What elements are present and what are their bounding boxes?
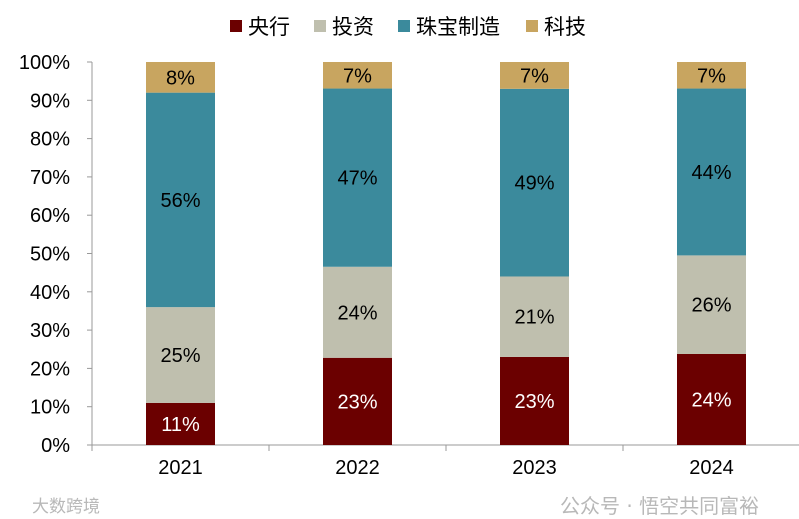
y-tick-label: 60% xyxy=(30,205,70,227)
bar-segment xyxy=(146,307,215,403)
legend-swatch xyxy=(314,20,326,32)
bar-segment xyxy=(677,255,746,354)
y-tick-label: 80% xyxy=(30,129,70,151)
data-label: 21% xyxy=(514,307,554,329)
y-tick-label: 0% xyxy=(41,435,70,457)
legend-label: 科技 xyxy=(544,15,586,39)
data-label: 24% xyxy=(691,389,731,411)
bar-segment xyxy=(146,62,215,93)
legend-swatch xyxy=(526,20,538,32)
data-label: 56% xyxy=(160,190,200,212)
bar-segment xyxy=(323,88,392,267)
legend-label: 投资 xyxy=(332,15,374,39)
data-label: 7% xyxy=(520,65,549,87)
data-label: 25% xyxy=(160,345,200,367)
data-label: 24% xyxy=(337,302,377,324)
legend-label: 珠宝制造 xyxy=(416,15,500,39)
y-tick-label: 10% xyxy=(30,397,70,419)
bar-segment xyxy=(500,88,569,277)
bar-segment xyxy=(323,62,392,89)
watermark-right: 公众号 · 悟空共同富裕 xyxy=(560,494,760,518)
bar-segment xyxy=(677,62,746,89)
bar-segment xyxy=(146,92,215,308)
bar-segment xyxy=(677,353,746,445)
y-tick-label: 40% xyxy=(30,282,70,304)
y-tick-label: 50% xyxy=(30,244,70,266)
data-label: 49% xyxy=(514,173,554,195)
x-tick-label: 2022 xyxy=(335,457,380,479)
watermark-left: 大数跨境 xyxy=(32,497,100,517)
data-label: 8% xyxy=(166,67,195,89)
bar-segment xyxy=(500,62,569,89)
legend-swatch xyxy=(398,20,410,32)
legend-label: 央行 xyxy=(248,15,290,39)
data-label: 7% xyxy=(343,65,372,87)
bar-segment xyxy=(500,356,569,445)
data-label: 23% xyxy=(337,391,377,413)
y-tick-label: 100% xyxy=(19,52,70,74)
y-tick-label: 70% xyxy=(30,167,70,189)
bar-segment xyxy=(146,402,215,445)
data-label: 44% xyxy=(691,162,731,184)
data-label: 7% xyxy=(697,65,726,87)
data-label: 26% xyxy=(691,295,731,317)
legend-swatch xyxy=(230,20,242,32)
y-tick-label: 20% xyxy=(30,358,70,380)
x-tick-label: 2021 xyxy=(158,457,203,479)
data-label: 47% xyxy=(337,168,377,190)
bar-segment xyxy=(500,276,569,357)
bar-segment xyxy=(323,357,392,445)
y-tick-label: 90% xyxy=(30,90,70,112)
y-tick-label: 30% xyxy=(30,320,70,342)
bar-segment xyxy=(323,266,392,358)
data-label: 11% xyxy=(161,414,200,436)
bar-segment xyxy=(677,88,746,256)
data-label: 23% xyxy=(514,391,554,413)
x-tick-label: 2023 xyxy=(512,457,557,479)
x-tick-label: 2024 xyxy=(689,457,734,479)
